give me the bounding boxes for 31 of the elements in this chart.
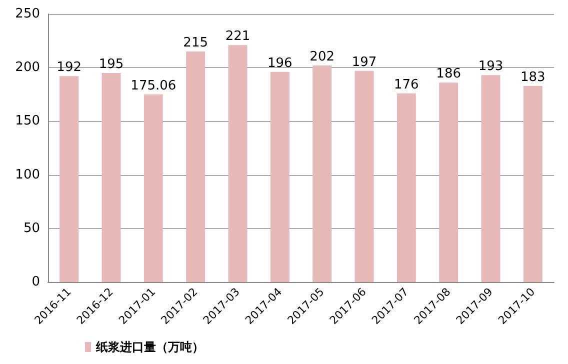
bar xyxy=(144,94,163,282)
bar xyxy=(102,72,121,282)
data-label: 197 xyxy=(352,54,377,70)
y-tick-label: 250 xyxy=(15,6,40,22)
data-label: 186 xyxy=(436,66,461,82)
y-tick-label: 100 xyxy=(15,167,40,182)
bar xyxy=(60,76,79,282)
y-tick-label: 50 xyxy=(23,220,40,236)
bar xyxy=(396,93,416,282)
data-label: 175.06 xyxy=(130,78,176,94)
data-label: 215 xyxy=(183,36,208,51)
bar xyxy=(186,52,206,282)
data-label: 193 xyxy=(478,59,504,74)
y-tick-label: 150 xyxy=(15,114,40,129)
legend-label: 纸浆进口量（万吨） xyxy=(95,340,204,354)
data-label: 195 xyxy=(98,56,124,72)
data-label: 196 xyxy=(268,56,292,71)
bar xyxy=(523,86,542,282)
bar xyxy=(312,65,332,282)
data-label: 183 xyxy=(520,70,546,85)
data-label: 192 xyxy=(56,60,82,76)
bar xyxy=(354,70,374,282)
bar xyxy=(228,45,248,282)
bar xyxy=(270,72,290,282)
data-label: 202 xyxy=(310,49,334,64)
bar xyxy=(481,75,500,282)
y-tick-label: 200 xyxy=(15,60,40,76)
data-label: 221 xyxy=(225,29,250,44)
y-tick-label: 0 xyxy=(32,274,40,290)
data-label: 176 xyxy=(394,77,419,92)
bar xyxy=(439,82,458,282)
